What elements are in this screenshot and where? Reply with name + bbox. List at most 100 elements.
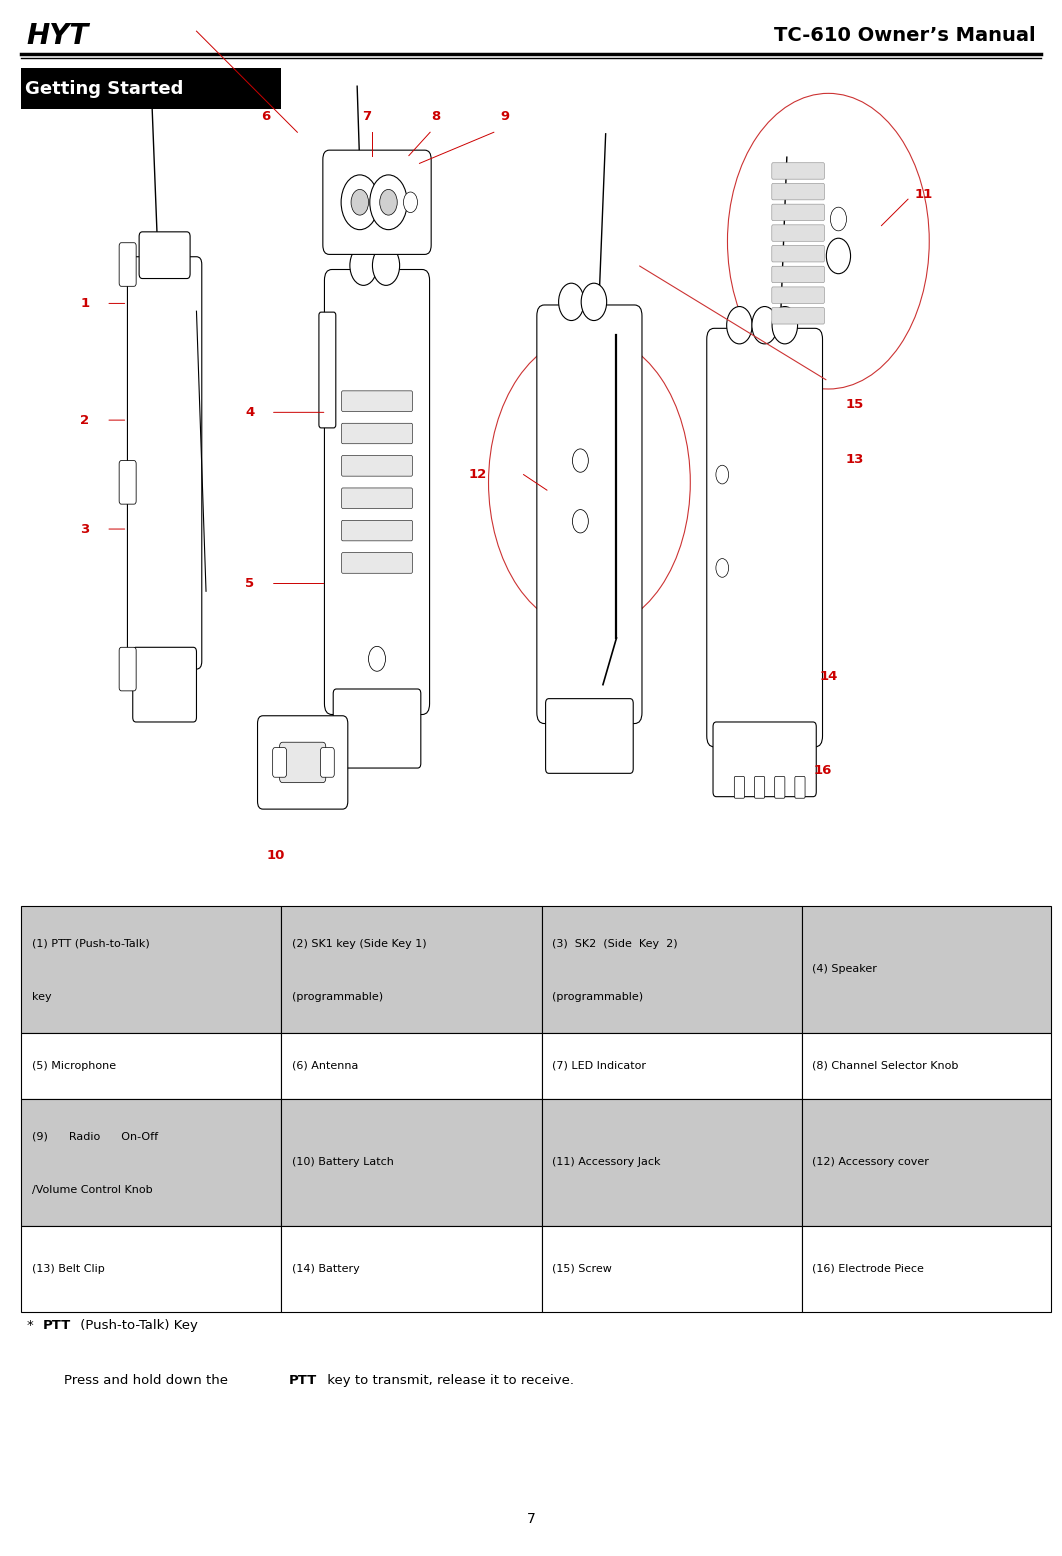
Bar <box>542 906 802 1033</box>
Text: (programmable): (programmable) <box>552 993 644 1002</box>
Circle shape <box>581 283 606 321</box>
Text: 7: 7 <box>362 110 371 123</box>
Text: 7: 7 <box>527 1512 535 1525</box>
Text: (13) Belt Clip: (13) Belt Clip <box>32 1263 105 1274</box>
Text: 9: 9 <box>500 110 509 123</box>
Text: (2) SK1 key (Side Key 1): (2) SK1 key (Side Key 1) <box>292 938 427 949</box>
Text: (1) PTT (Push-to-Talk): (1) PTT (Push-to-Talk) <box>32 938 150 949</box>
Circle shape <box>826 238 851 274</box>
Text: PTT: PTT <box>289 1374 318 1386</box>
Text: 14: 14 <box>819 671 838 683</box>
Text: Press and hold down the: Press and hold down the <box>64 1374 232 1386</box>
Bar <box>281 1033 542 1099</box>
Text: (14) Battery: (14) Battery <box>292 1263 360 1274</box>
Circle shape <box>370 174 407 230</box>
Text: (15) Screw: (15) Screw <box>552 1263 612 1274</box>
Circle shape <box>352 190 369 215</box>
Text: (7) LED Indicator: (7) LED Indicator <box>552 1061 647 1071</box>
Text: (16) Electrode Piece: (16) Electrode Piece <box>812 1263 924 1274</box>
Bar <box>21 68 281 109</box>
Circle shape <box>369 646 386 671</box>
Circle shape <box>572 510 588 532</box>
FancyBboxPatch shape <box>119 243 136 286</box>
Text: 6: 6 <box>261 110 270 123</box>
FancyBboxPatch shape <box>279 742 326 783</box>
Text: 1: 1 <box>81 297 89 310</box>
FancyBboxPatch shape <box>772 246 824 261</box>
FancyBboxPatch shape <box>139 232 190 279</box>
FancyBboxPatch shape <box>333 689 421 769</box>
Bar <box>542 1099 802 1226</box>
Text: 3: 3 <box>81 523 89 535</box>
Circle shape <box>772 307 798 344</box>
Text: (9)      Radio      On-Off: (9) Radio On-Off <box>32 1131 158 1142</box>
Text: 10: 10 <box>267 850 286 862</box>
FancyBboxPatch shape <box>794 776 805 798</box>
Text: 4: 4 <box>245 406 254 419</box>
FancyBboxPatch shape <box>127 257 202 669</box>
FancyBboxPatch shape <box>744 373 810 692</box>
Text: (6) Antenna: (6) Antenna <box>292 1061 359 1071</box>
FancyBboxPatch shape <box>536 305 641 724</box>
Bar <box>802 1033 1051 1099</box>
Bar <box>21 1033 281 1099</box>
Text: 8: 8 <box>431 110 440 123</box>
FancyBboxPatch shape <box>257 716 347 809</box>
FancyBboxPatch shape <box>734 776 744 798</box>
Circle shape <box>830 207 846 230</box>
Circle shape <box>373 246 399 285</box>
Text: /Volume Control Knob: /Volume Control Knob <box>32 1186 153 1195</box>
Text: (12) Accessory cover: (12) Accessory cover <box>812 1158 929 1167</box>
Circle shape <box>380 190 397 215</box>
FancyBboxPatch shape <box>119 461 136 504</box>
Text: (Push-to-Talk) Key: (Push-to-Talk) Key <box>76 1319 199 1332</box>
Text: PTT: PTT <box>42 1319 71 1332</box>
Circle shape <box>752 307 777 344</box>
Bar <box>802 1226 1051 1312</box>
FancyBboxPatch shape <box>713 722 817 797</box>
FancyBboxPatch shape <box>342 456 412 476</box>
FancyBboxPatch shape <box>774 776 785 798</box>
Bar <box>21 1226 281 1312</box>
Circle shape <box>349 246 377 285</box>
Text: (4) Speaker: (4) Speaker <box>812 965 877 974</box>
Text: TC-610 Owner’s Manual: TC-610 Owner’s Manual <box>774 26 1035 45</box>
Text: (programmable): (programmable) <box>292 993 383 1002</box>
FancyBboxPatch shape <box>133 647 196 722</box>
Text: (5) Microphone: (5) Microphone <box>32 1061 116 1071</box>
Circle shape <box>716 465 729 484</box>
Text: key: key <box>32 993 51 1002</box>
FancyBboxPatch shape <box>119 647 136 691</box>
FancyBboxPatch shape <box>342 423 412 443</box>
Text: 5: 5 <box>245 577 254 590</box>
FancyBboxPatch shape <box>342 520 412 541</box>
FancyBboxPatch shape <box>319 313 336 428</box>
Text: 15: 15 <box>845 398 864 411</box>
Bar <box>21 1099 281 1226</box>
FancyBboxPatch shape <box>707 328 822 747</box>
Text: (8) Channel Selector Knob: (8) Channel Selector Knob <box>812 1061 959 1071</box>
Circle shape <box>559 283 584 321</box>
Bar <box>281 1226 542 1312</box>
Text: (3)  SK2  (Side  Key  2): (3) SK2 (Side Key 2) <box>552 938 678 949</box>
FancyBboxPatch shape <box>772 204 824 221</box>
Text: Getting Started: Getting Started <box>25 79 184 98</box>
FancyBboxPatch shape <box>772 308 824 324</box>
FancyBboxPatch shape <box>772 226 824 241</box>
Bar <box>802 906 1051 1033</box>
Text: *: * <box>27 1319 37 1332</box>
Text: 11: 11 <box>914 188 933 201</box>
Bar <box>542 1033 802 1099</box>
Circle shape <box>726 307 752 344</box>
Bar <box>802 1099 1051 1226</box>
FancyBboxPatch shape <box>323 151 431 254</box>
Text: 13: 13 <box>845 453 864 465</box>
Circle shape <box>404 191 417 213</box>
Circle shape <box>572 448 588 473</box>
FancyBboxPatch shape <box>546 699 633 773</box>
Text: (11) Accessory Jack: (11) Accessory Jack <box>552 1158 661 1167</box>
Bar <box>281 1099 542 1226</box>
Circle shape <box>716 559 729 577</box>
Bar <box>542 1226 802 1312</box>
FancyBboxPatch shape <box>324 269 429 714</box>
